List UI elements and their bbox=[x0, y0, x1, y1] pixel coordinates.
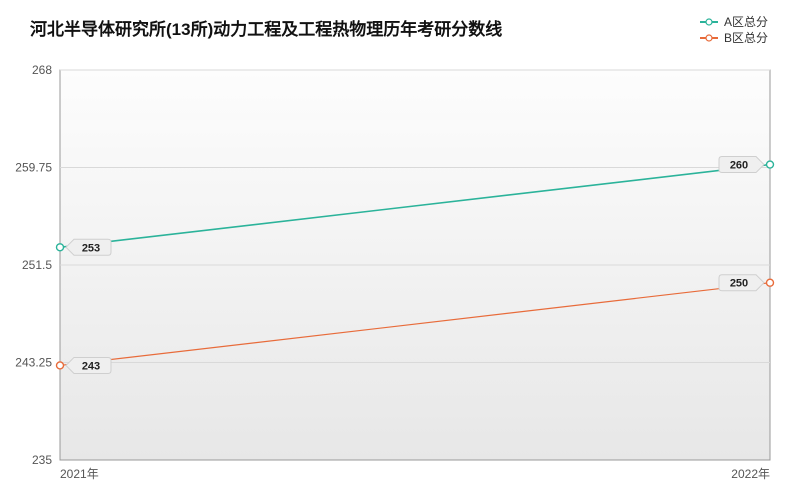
series-marker bbox=[57, 244, 64, 251]
y-tick-label: 243.25 bbox=[15, 356, 52, 370]
line-chart: 235 243.25 251.5 259.75 268 2021年 2022年 253 260 2… bbox=[0, 0, 800, 500]
value-tag-text: 253 bbox=[82, 242, 100, 254]
series-marker bbox=[767, 279, 774, 286]
y-tick-label: 235 bbox=[32, 453, 52, 467]
legend-marker bbox=[706, 35, 712, 41]
y-tick-label: 268 bbox=[32, 63, 52, 77]
y-tick-label: 259.75 bbox=[15, 161, 52, 175]
value-tag-text: 250 bbox=[730, 278, 748, 290]
value-tag-text: 243 bbox=[82, 360, 100, 372]
y-tick-label: 251.5 bbox=[22, 258, 52, 272]
value-tag-text: 260 bbox=[730, 160, 748, 172]
series-marker bbox=[767, 161, 774, 168]
x-tick-label: 2022年 bbox=[731, 467, 770, 481]
legend-label: A区总分 bbox=[724, 15, 768, 29]
series-marker bbox=[57, 362, 64, 369]
legend-marker bbox=[706, 19, 712, 25]
x-tick-label: 2021年 bbox=[60, 467, 99, 481]
chart-title: 河北半导体研究所(13所)动力工程及工程热物理历年考研分数线 bbox=[30, 19, 502, 39]
legend-label: B区总分 bbox=[724, 31, 768, 45]
chart-container: 235 243.25 251.5 259.75 268 2021年 2022年 253 260 2… bbox=[0, 0, 800, 500]
